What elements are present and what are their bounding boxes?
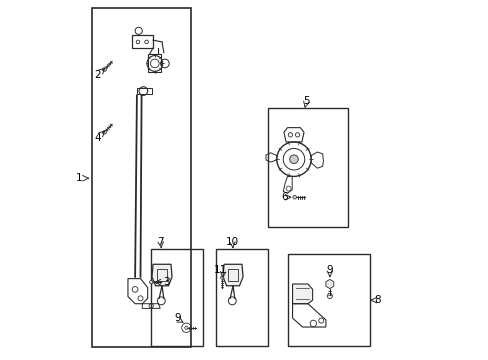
Polygon shape — [292, 284, 312, 304]
Bar — [215, 249, 267, 346]
Text: 3: 3 — [163, 277, 170, 287]
Bar — [287, 254, 369, 346]
Text: 8: 8 — [374, 295, 381, 305]
Text: 6: 6 — [281, 192, 287, 202]
Text: 5: 5 — [303, 96, 309, 106]
Text: 9: 9 — [326, 265, 332, 275]
Polygon shape — [149, 281, 153, 284]
Text: 2: 2 — [94, 70, 101, 80]
Polygon shape — [152, 264, 172, 286]
Polygon shape — [102, 130, 106, 134]
Polygon shape — [220, 276, 224, 279]
Polygon shape — [223, 264, 243, 286]
Polygon shape — [325, 279, 333, 289]
Bar — [92, 8, 190, 347]
Polygon shape — [102, 68, 106, 71]
Polygon shape — [292, 195, 296, 199]
Bar — [267, 108, 348, 226]
Circle shape — [289, 155, 298, 163]
Polygon shape — [184, 326, 188, 329]
Text: 9: 9 — [175, 314, 181, 323]
Text: 4: 4 — [94, 133, 101, 143]
Text: 10: 10 — [225, 237, 238, 247]
Bar — [151, 249, 203, 346]
Text: 7: 7 — [157, 237, 163, 247]
Text: 11: 11 — [213, 265, 226, 275]
Text: 1: 1 — [75, 173, 82, 183]
